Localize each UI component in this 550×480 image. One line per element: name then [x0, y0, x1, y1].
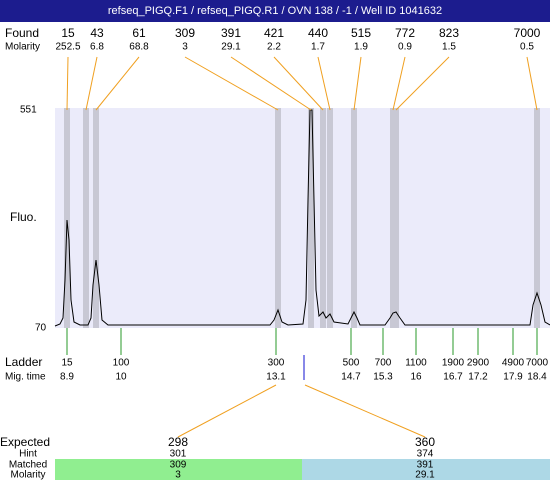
expected-molarity: 3 [175, 470, 181, 480]
expected-row-label: Hint [19, 449, 37, 460]
ladder-time: 15.3 [373, 372, 393, 383]
ladder-size: 4900 [502, 358, 525, 369]
ladder-time: 16 [410, 372, 422, 383]
title: refseq_PIGQ.F1 / refseq_PIGQ.R1 / OVN 13… [108, 5, 442, 17]
matched-cell [55, 459, 302, 480]
peak-molarity: 2.2 [267, 42, 281, 53]
ladder-size: 1100 [405, 358, 427, 369]
expected-hint: 301 [170, 449, 187, 460]
peak-molarity: 68.8 [129, 42, 149, 53]
time-label: Mig. time [5, 372, 46, 383]
ladder-time: 16.7 [443, 372, 463, 383]
peak-band [320, 108, 326, 328]
peak-connector [392, 56, 406, 111]
expected-matched: 309 [170, 460, 187, 471]
peak-connector [85, 56, 98, 111]
ladder-time: 13.1 [266, 372, 286, 383]
peak-size: 15 [61, 26, 75, 40]
peak-molarity: 29.1 [221, 42, 241, 53]
peak-size: 440 [308, 26, 328, 40]
expected-matched: 391 [417, 460, 434, 471]
peak-connector [184, 56, 279, 111]
ladder-size: 700 [375, 358, 392, 369]
expected-molarity: 29.1 [415, 470, 435, 480]
peak-band [93, 108, 99, 328]
match-line [177, 384, 277, 438]
ladder-size: 300 [268, 358, 285, 369]
ladder-time: 14.7 [341, 372, 361, 383]
peak-connector [317, 56, 331, 111]
y-label: Fluo. [10, 210, 37, 224]
peak-size: 61 [132, 26, 146, 40]
peak-size: 43 [90, 26, 104, 40]
peak-size: 772 [395, 26, 415, 40]
peak-connector [273, 56, 324, 111]
peak-size: 309 [175, 26, 195, 40]
peak-connector [66, 56, 69, 111]
expected-row-label: Matched [9, 460, 47, 471]
match-line [304, 384, 426, 438]
peak-molarity: 6.8 [90, 42, 104, 53]
ladder-size: 100 [113, 358, 130, 369]
peak-band [534, 108, 540, 328]
peak-band [64, 108, 70, 328]
ladder-label: Ladder [5, 355, 42, 369]
found-label: Found [5, 26, 39, 40]
ladder-time: 17.9 [503, 372, 523, 383]
peak-band [83, 108, 89, 328]
peak-size: 7000 [514, 26, 541, 40]
ladder-size: 15 [61, 358, 73, 369]
peak-molarity: 1.9 [354, 42, 368, 53]
peak-band [275, 108, 281, 328]
y-bottom: 70 [35, 323, 47, 334]
peak-band [308, 108, 314, 328]
ladder-size: 500 [343, 358, 360, 369]
peak-connector [526, 56, 538, 111]
ladder-time: 8.9 [60, 372, 74, 383]
plot-area [55, 108, 550, 328]
y-top: 551 [20, 105, 37, 116]
matched-cell [302, 459, 550, 480]
peak-band [393, 108, 399, 328]
ladder-size: 7000 [526, 358, 549, 369]
expected-expected: 360 [415, 435, 435, 449]
peak-molarity: 252.5 [55, 42, 80, 53]
ladder-size: 2900 [467, 358, 490, 369]
ladder-size: 1900 [442, 358, 465, 369]
peak-molarity: 0.5 [520, 42, 534, 53]
peak-connector [395, 56, 450, 111]
expected-row-label: Molarity [10, 470, 45, 480]
peak-band [351, 108, 357, 328]
peak-size: 391 [221, 26, 241, 40]
molarity-label: Molarity [5, 42, 40, 53]
peak-connector [95, 56, 140, 111]
ladder-time: 17.2 [468, 372, 488, 383]
expected-expected: 298 [168, 435, 188, 449]
peak-molarity: 1.7 [311, 42, 325, 53]
peak-molarity: 0.9 [398, 42, 412, 53]
peak-band [327, 108, 333, 328]
peak-connector [353, 56, 362, 111]
ladder-time: 10 [115, 372, 127, 383]
expected-hint: 374 [417, 449, 434, 460]
expected-row-label: Expected [0, 435, 50, 449]
peak-size: 421 [264, 26, 284, 40]
peak-connector [230, 56, 312, 111]
peak-size: 823 [439, 26, 459, 40]
peak-molarity: 1.5 [442, 42, 456, 53]
peak-molarity: 3 [182, 42, 188, 53]
ladder-time: 18.4 [527, 372, 547, 383]
title-bar [0, 0, 550, 22]
peak-size: 515 [351, 26, 371, 40]
